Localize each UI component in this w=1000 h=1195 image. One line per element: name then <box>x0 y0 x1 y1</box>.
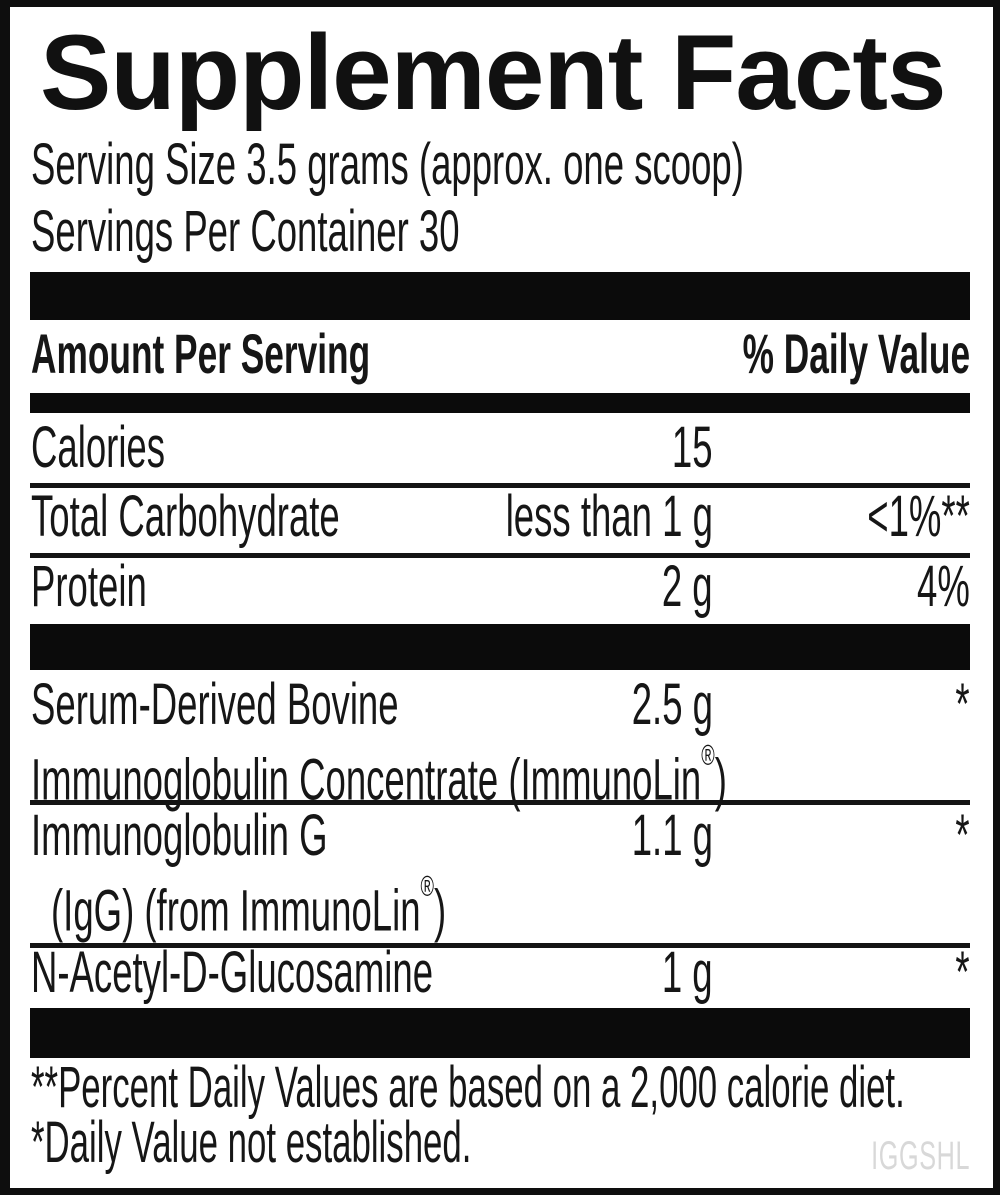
separator-rule-3 <box>30 800 970 805</box>
separator-rule-4 <box>30 943 970 948</box>
ingredient-name-line1: N-Acetyl-D-Glucosamine <box>31 940 434 1005</box>
product-code: IGGSHL <box>870 1134 970 1178</box>
column-header-row: Amount Per Serving % Daily Value <box>31 324 970 386</box>
servings-per-container-text: Servings Per Container 30 <box>31 199 460 264</box>
amount-per-serving-header: Amount Per Serving <box>31 322 371 385</box>
ingredient-dv: * <box>955 803 970 868</box>
label-title: Supplement Facts <box>40 12 947 132</box>
ingredient-dv: * <box>955 672 970 737</box>
nutrient-row-calories: Calories 15 <box>31 418 970 480</box>
ingredient-name-line1: Immunoglobulin G <box>31 803 328 868</box>
ingredient-name-line2: (IgG) (from ImmunoLin®) <box>51 870 447 944</box>
thick-divider-bar-4 <box>30 1008 970 1058</box>
label-border-left <box>0 0 10 1195</box>
thick-divider-bar-2 <box>30 393 970 413</box>
nutrient-dv: <1%** <box>867 484 970 549</box>
nutrient-amount: 2 g <box>662 554 713 619</box>
nutrient-name: Total Carbohydrate <box>31 484 340 549</box>
ingredient-name-line1: Serum-Derived Bovine <box>31 672 399 737</box>
footnote-daily-value-not-established: *Daily Value not established. <box>31 1110 472 1175</box>
ingredient-amount: 1 g <box>662 940 713 1005</box>
nutrient-dv: 4% <box>917 554 970 619</box>
serving-size-text: Serving Size 3.5 grams (approx. one scoo… <box>31 132 744 197</box>
registered-trademark-symbol: ® <box>420 870 435 903</box>
nutrient-row-protein: Protein 2 g 4% <box>31 557 970 619</box>
ingredient-amount: 2.5 g <box>631 672 713 737</box>
separator-rule-2 <box>30 553 970 558</box>
label-border-top <box>0 0 1000 7</box>
thick-divider-bar-3 <box>30 624 970 670</box>
separator-rule-1 <box>30 483 970 488</box>
nutrient-name: Protein <box>31 554 147 619</box>
registered-trademark-symbol: ® <box>701 739 715 772</box>
ingredient-dv: * <box>955 940 970 1005</box>
footnote-percent-daily-values: **Percent Daily Values are based on a 2,… <box>31 1055 905 1120</box>
ingredient-row-serum-derived: Serum-Derived Bovine 2.5 g * <box>31 675 970 737</box>
ingredient-name-line2: Immunoglobulin Concentrate (ImmunoLin®) <box>31 739 727 813</box>
label-border-bottom <box>0 1188 1000 1195</box>
daily-value-header: % Daily Value <box>742 322 970 385</box>
serving-size-line: Serving Size 3.5 grams (approx. one scoo… <box>31 135 1000 195</box>
nutrient-amount: 15 <box>672 415 713 480</box>
thick-divider-bar-1 <box>30 272 970 320</box>
nutrient-name: Calories <box>31 415 166 480</box>
nutrient-row-total-carbohydrate: Total Carbohydrate less than 1 g <1%** <box>31 487 970 549</box>
ingredient-row-n-acetyl-d-glucosamine: N-Acetyl-D-Glucosamine 1 g * <box>31 943 970 1005</box>
label-border-right <box>993 0 1000 1195</box>
ingredient-amount: 1.1 g <box>631 803 713 868</box>
ingredient-row-immunoglobulin-g: Immunoglobulin G 1.1 g * <box>31 806 970 868</box>
servings-per-container-line: Servings Per Container 30 <box>31 202 711 262</box>
nutrient-amount: less than 1 g <box>505 484 713 549</box>
nutrient-dv <box>31 418 970 478</box>
